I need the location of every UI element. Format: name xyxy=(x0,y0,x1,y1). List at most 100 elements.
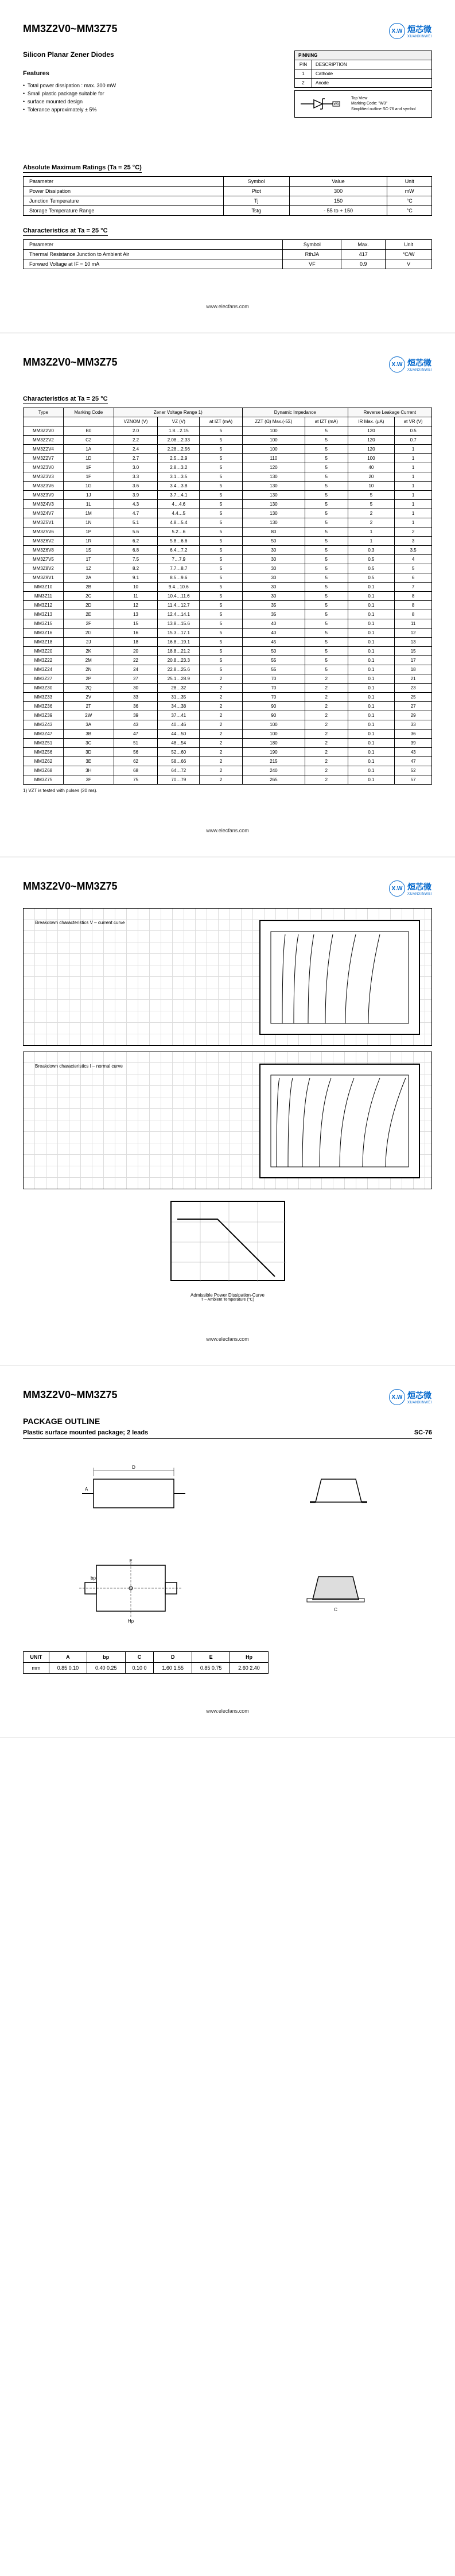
part-number-p4: MM3Z2V0~MM3Z75 xyxy=(23,1389,118,1401)
table-row: MM3Z112C1110.4…11.653050.18 xyxy=(24,592,432,601)
table-row: MM3Z623E6258…66221520.147 xyxy=(24,757,432,766)
graph-1-inner xyxy=(259,920,420,1035)
page-4: MM3Z2V0~MM3Z75 X.W 烜芯微XUANXINWEI PACKAGE… xyxy=(0,1366,455,1738)
footer-url-p2: www.elecfans.com xyxy=(23,828,432,833)
svg-text:C: C xyxy=(334,1607,337,1612)
table-row: MM3Z222M2220.8…23.355550.117 xyxy=(24,656,432,665)
table-row: MM3Z4V71M4.74.4…55130521 xyxy=(24,509,432,518)
logo-cn: 烜芯微 xyxy=(407,24,432,35)
feature-item: Small plastic package suitable for xyxy=(23,91,432,96)
table-row: MM3Z433A4340…46210020.133 xyxy=(24,720,432,730)
table-row: MM3Z132E1312.4…14.153550.18 xyxy=(24,610,432,619)
logo-mark-p4: X.W xyxy=(389,1389,405,1405)
graph-2: Breakdown characteristics I – normal cur… xyxy=(23,1052,432,1189)
pkg-top-view-icon: D A xyxy=(76,1456,191,1525)
table-row: MM3Z473B4744…50210020.136 xyxy=(24,730,432,739)
graph-2-inner xyxy=(259,1064,420,1178)
footer-url: www.elecfans.com xyxy=(23,304,432,309)
logo-mark-p2: X.W xyxy=(389,356,405,373)
logo-mark-p3: X.W xyxy=(389,880,405,897)
table-row: MM3Z2V2C22.22.08…2.33510051200.7 xyxy=(24,436,432,445)
char-table-title: Characteristics at Ta = 25 °C xyxy=(23,395,108,404)
package-drawings-2: Hp bp E C xyxy=(23,1548,432,1628)
svg-text:Hp: Hp xyxy=(128,1619,134,1624)
table-row: MM3Z513C5148…54218020.139 xyxy=(24,739,432,748)
feature-item: surface mounted design xyxy=(23,99,432,104)
brand-logo: X.W 烜芯微 XUANXINWEI xyxy=(389,23,432,39)
abs-max-table: ParameterSymbolValueUnit Power Dissipati… xyxy=(23,176,432,216)
derate-title: Admissible Power Dissipation-Curve xyxy=(23,1293,432,1298)
svg-text:bp: bp xyxy=(91,1576,96,1581)
pkg-section-title: PACKAGE OUTLINE xyxy=(23,1417,432,1426)
derating-curve-icon xyxy=(172,1202,286,1282)
feature-item: Total power dissipation : max. 300 mW xyxy=(23,83,432,88)
pkg-code: SC-76 xyxy=(414,1429,432,1436)
graph-1-title: Breakdown characteristics V – current cu… xyxy=(35,920,125,925)
footer-url-p4: www.elecfans.com xyxy=(23,1708,432,1714)
graph-2-title: Breakdown characteristics I – normal cur… xyxy=(35,1064,123,1069)
abs-max-title: Absolute Maximum Ratings (Ta = 25 °C) xyxy=(23,164,142,173)
table-row: MM3Z4V31L4.34…4.65130551 xyxy=(24,500,432,509)
table-row: MM3Z3V31F3.33.1…3.551305201 xyxy=(24,472,432,482)
table-row: MM3Z122D1211.4…12.753550.18 xyxy=(24,601,432,610)
pin-h1: PIN xyxy=(295,60,312,69)
part-number-p3: MM3Z2V0~MM3Z75 xyxy=(23,880,118,893)
char25-title: Characteristics at Ta = 25 °C xyxy=(23,227,108,236)
pin-r1c1: 1 xyxy=(295,69,312,78)
table-row: MM3Z6V21R6.25.8…6.6550513 xyxy=(24,537,432,546)
svg-text:A: A xyxy=(85,1487,88,1492)
table-row: MM3Z9V12A9.18.5…9.653050.56 xyxy=(24,573,432,583)
table-row: MM3Z202K2018.8…21.255050.115 xyxy=(24,647,432,656)
table-row: MM3Z152F1513.8…15.654050.111 xyxy=(24,619,432,629)
logo-cn-p4: 烜芯微 xyxy=(407,1390,432,1401)
table-row: MM3Z362T3634…3829020.127 xyxy=(24,702,432,711)
package-drawings: D A xyxy=(23,1456,432,1525)
table-row: MM3Z162G1615.3…17.154050.112 xyxy=(24,629,432,638)
characteristics-table: TypeMarking CodeZener Voltage Range 1)Dy… xyxy=(23,408,432,785)
feature-item: Tolerance approximately ± 5% xyxy=(23,107,432,112)
char-footnote: 1) VZT is tested with pulses (20 ms). xyxy=(23,788,432,793)
logo-mark: X.W xyxy=(389,23,405,39)
dimensions-table: UNITAbpCDEHp mm0.85 0.100.40 0.250.10 01… xyxy=(23,1651,269,1674)
table-row: MM3Z6V81S6.86.4…7.253050.33.5 xyxy=(24,546,432,555)
logo-cn-p3: 烜芯微 xyxy=(407,881,432,893)
table-row: MM3Z8V21Z8.27.7…8.753050.55 xyxy=(24,564,432,573)
table-row: MM3Z392W3937…4129020.129 xyxy=(24,711,432,720)
table-row: MM3Z3V91J3.93.7…4.15130551 xyxy=(24,491,432,500)
table-row: MM3Z5V11N5.14.8…5.45130521 xyxy=(24,518,432,527)
table-row: MM3Z302Q3028…3227020.123 xyxy=(24,684,432,693)
pin-r1c2: Cathode xyxy=(312,69,431,78)
table-row: MM3Z182J1816.8…19.154550.113 xyxy=(24,638,432,647)
table-row: MM3Z242N2422.8…25.655550.118 xyxy=(24,665,432,674)
pkg-title-row: Plastic surface mounted package; 2 leads… xyxy=(23,1429,432,1439)
table-row: MM3Z5V61P5.65.2…6580512 xyxy=(24,527,432,537)
pin-h2: DESCRIPTION xyxy=(312,60,431,69)
table-row: MM3Z102B109.4…10.653050.17 xyxy=(24,583,432,592)
svg-text:E: E xyxy=(130,1558,133,1564)
footer-url-p3: www.elecfans.com xyxy=(23,1336,432,1342)
logo-en-p3: XUANXINWEI xyxy=(407,893,432,896)
page-1: MM3Z2V0~MM3Z75 X.W 烜芯微 XUANXINWEI PINNIN… xyxy=(0,0,455,333)
logo-en-p4: XUANXINWEI xyxy=(407,1401,432,1405)
table-row: MM3Z3V01F3.02.8…3.251205401 xyxy=(24,463,432,472)
logo-en: XUANXINWEI xyxy=(407,35,432,38)
header: MM3Z2V0~MM3Z75 X.W 烜芯微 XUANXINWEI xyxy=(23,23,432,39)
table-row: MM3Z7V51T7.57…7.953050.54 xyxy=(24,555,432,564)
table-row: MM3Z563D5652…60219020.143 xyxy=(24,748,432,757)
page-2: MM3Z2V0~MM3Z75 X.W 烜芯微XUANXINWEI Charact… xyxy=(0,333,455,858)
brand-logo-p2: X.W 烜芯微XUANXINWEI xyxy=(389,356,432,373)
pinning-title: PINNING xyxy=(295,51,431,60)
pkg-end-view-icon: C xyxy=(290,1548,382,1628)
table-row: MM3Z272P2725.1…28.927020.121 xyxy=(24,674,432,684)
brand-logo-p3: X.W 烜芯微XUANXINWEI xyxy=(389,880,432,897)
page-3: MM3Z2V0~MM3Z75 X.W 烜芯微XUANXINWEI Breakdo… xyxy=(0,858,455,1366)
table-row: MM3Z332V3331…3527020.125 xyxy=(24,693,432,702)
breakdown-curves-icon xyxy=(265,926,414,1029)
char25-table: ParameterSymbolMax.Unit Thermal Resistan… xyxy=(23,239,432,269)
part-number-p2: MM3Z2V0~MM3Z75 xyxy=(23,356,118,368)
title-block: MM3Z2V0~MM3Z75 xyxy=(23,23,118,35)
table-row: MM3Z683H6864…72224020.152 xyxy=(24,766,432,775)
derating-graph xyxy=(170,1201,285,1281)
pkg-side-view-icon xyxy=(298,1456,379,1525)
pkg-desc: Plastic surface mounted package; 2 leads xyxy=(23,1429,148,1436)
